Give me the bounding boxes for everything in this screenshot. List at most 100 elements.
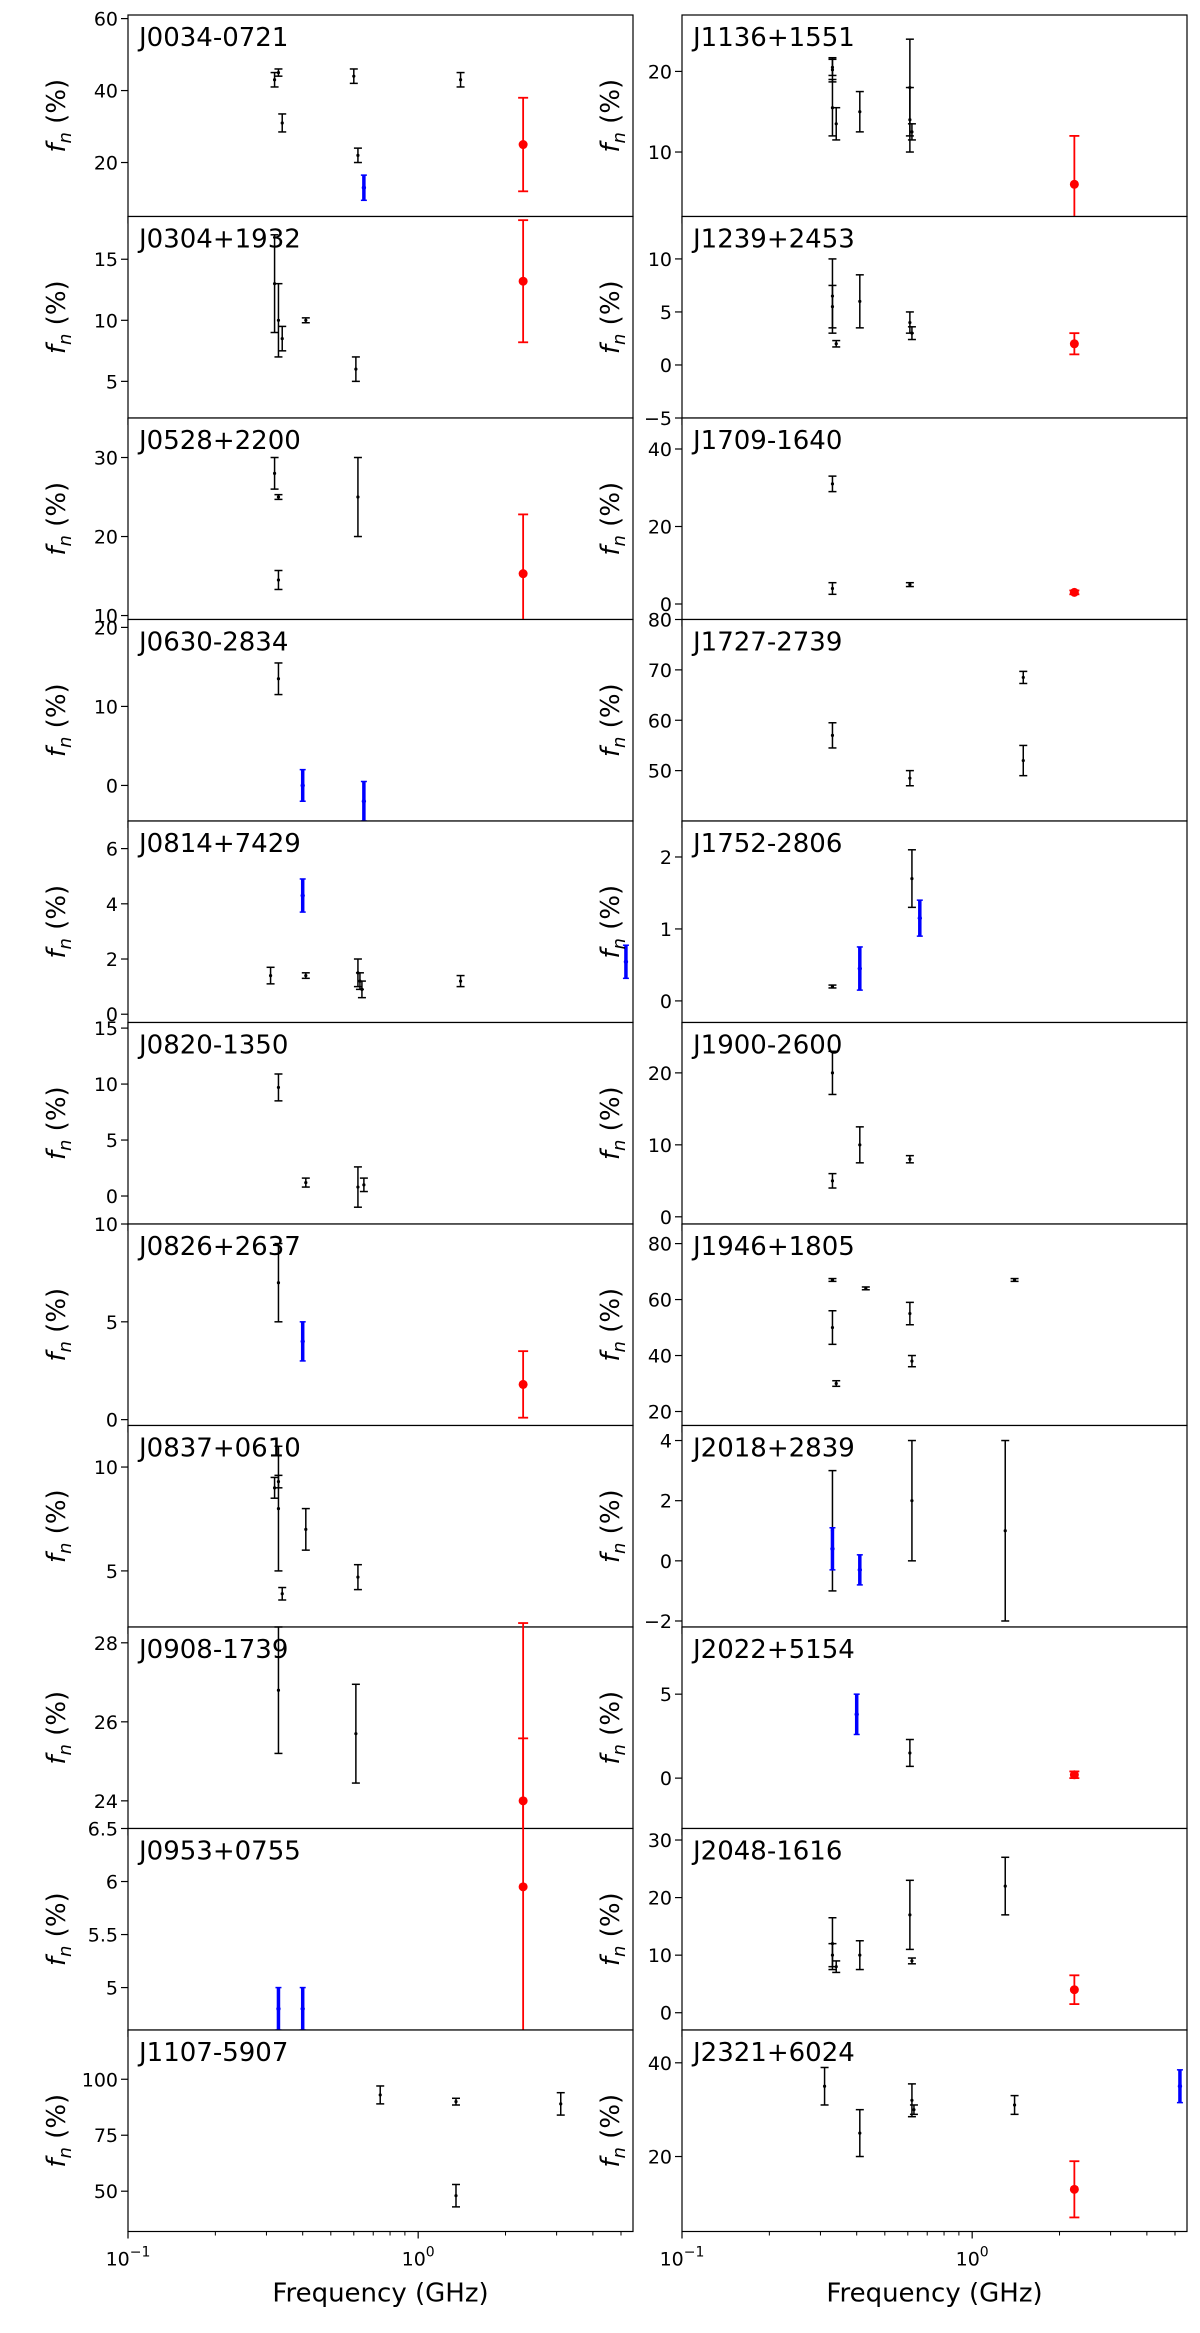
marker <box>300 783 305 788</box>
panel-frame <box>681 1827 1188 2031</box>
y-tick-label: 10 <box>94 1457 118 1479</box>
marker <box>454 2194 458 2198</box>
marker <box>910 876 914 881</box>
y-tick-label: 0 <box>660 991 672 1013</box>
data-point <box>907 123 916 141</box>
y-axis-label: fn (%) <box>596 683 630 757</box>
marker <box>276 677 281 681</box>
y-tick-label: 2 <box>660 847 672 869</box>
data-point <box>518 219 529 344</box>
panel-frame <box>127 618 634 822</box>
data-point <box>274 569 283 591</box>
marker <box>908 1157 912 1161</box>
data-point <box>905 1301 914 1326</box>
panel-frame <box>681 417 1188 621</box>
marker <box>830 586 835 591</box>
marker <box>1012 2103 1017 2107</box>
y-tick-label: 50 <box>94 2181 118 2203</box>
panel-frame <box>681 14 1188 218</box>
marker <box>834 342 838 346</box>
marker <box>834 1381 838 1386</box>
panel-label: J0630-2834 <box>137 628 288 658</box>
marker <box>1069 1770 1079 1780</box>
panel-frame <box>681 1223 1188 1427</box>
marker <box>304 1180 308 1185</box>
data-point <box>278 113 287 133</box>
panel-label: J1107-5907 <box>137 2038 288 2068</box>
y-tick-label: 20 <box>94 617 118 639</box>
data-point <box>907 2083 916 2118</box>
data-point <box>270 456 279 490</box>
y-tick-label: 10 <box>94 1074 118 1096</box>
marker <box>518 276 528 286</box>
panel-frame <box>127 2029 634 2233</box>
y-tick-label: 0 <box>660 1551 672 1573</box>
data-point <box>274 1474 283 1489</box>
data-point <box>855 1940 864 1971</box>
x-tick-label: 100 <box>956 2245 989 2271</box>
data-point <box>349 68 358 85</box>
data-point <box>1069 1974 1080 2005</box>
marker <box>300 1339 305 1344</box>
data-point <box>353 1563 362 1591</box>
marker <box>354 367 358 371</box>
marker <box>1021 675 1025 680</box>
marker <box>854 1712 859 1717</box>
y-axis-label: fn (%) <box>42 1288 76 1362</box>
panel-label: J0814+7429 <box>137 829 301 859</box>
panel-label: J2018+2839 <box>691 1434 855 1464</box>
marker <box>910 1959 914 1963</box>
panel-label: J2022+5154 <box>691 1635 855 1665</box>
y-tick-label: 0 <box>660 594 672 616</box>
marker <box>830 1278 835 1282</box>
panel-label: J1752-2806 <box>691 829 842 859</box>
data-point <box>456 974 465 988</box>
marker <box>908 1311 912 1316</box>
y-tick-label: 15 <box>94 1018 118 1040</box>
data-point <box>451 2183 460 2208</box>
marker <box>276 1506 281 1511</box>
y-tick-label: 70 <box>648 660 672 682</box>
data-point <box>357 980 366 999</box>
data-point <box>907 1439 916 1562</box>
marker <box>858 2131 862 2135</box>
y-tick-label: 5 <box>106 1561 118 1583</box>
y-tick-label: 10 <box>94 696 118 718</box>
marker <box>908 320 912 325</box>
y-tick-label: 10 <box>648 1945 672 1967</box>
marker <box>354 1732 358 1736</box>
y-tick-label: 40 <box>94 81 118 103</box>
marker <box>1069 2184 1079 2194</box>
marker <box>361 185 367 190</box>
y-tick-label: 100 <box>82 2069 118 2091</box>
marker <box>1177 2084 1183 2089</box>
marker <box>304 973 308 978</box>
y-tick-label: 80 <box>648 610 672 632</box>
x-tick-label: 10−1 <box>106 2245 151 2271</box>
panel-label: J1709-1640 <box>691 426 842 456</box>
y-tick-label: 10 <box>648 249 672 271</box>
marker <box>356 1575 360 1579</box>
panel-label: J0304+1932 <box>137 225 301 255</box>
data-point <box>828 284 837 329</box>
marker <box>272 78 277 82</box>
y-tick-label: 5 <box>660 302 672 324</box>
y-axis-label: fn (%) <box>42 1892 76 1966</box>
panel-label: J0837+0610 <box>137 1434 301 1464</box>
data-point <box>451 2097 460 2106</box>
marker <box>1012 1278 1017 1282</box>
panel-frame <box>127 1424 634 1628</box>
data-point <box>353 456 362 538</box>
data-point <box>518 96 529 193</box>
marker <box>356 495 360 499</box>
panel-label: J1946+1805 <box>691 1232 855 1262</box>
data-point <box>905 1738 914 1768</box>
marker <box>276 1688 281 1692</box>
y-tick-label: 2 <box>660 1491 672 1513</box>
data-point <box>301 1507 310 1551</box>
data-point <box>905 769 914 787</box>
marker <box>280 1592 284 1596</box>
marker <box>1069 1985 1079 1995</box>
data-point <box>916 899 923 937</box>
marker <box>858 110 862 114</box>
